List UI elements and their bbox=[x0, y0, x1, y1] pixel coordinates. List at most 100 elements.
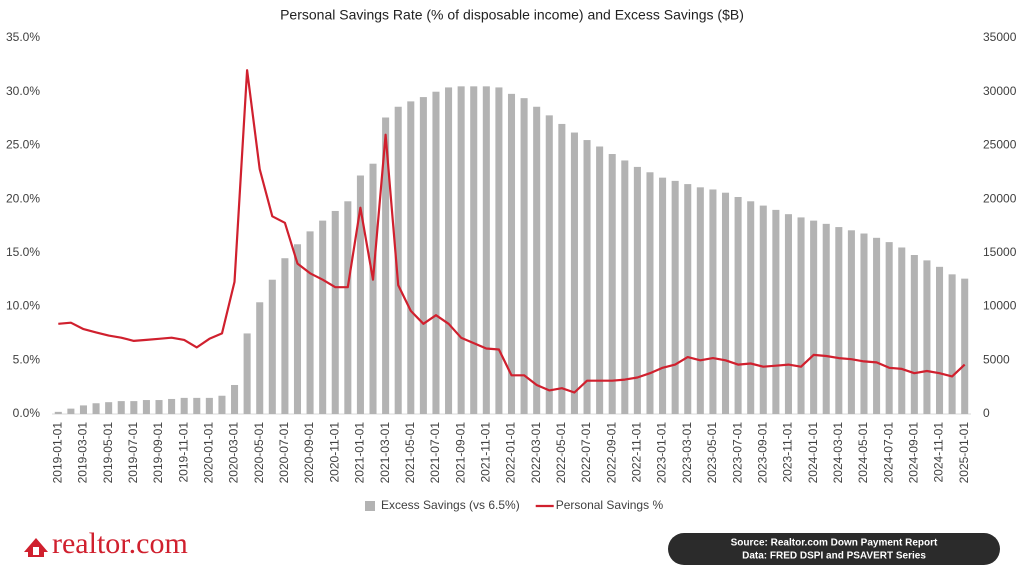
y-tick-label: 25.0% bbox=[6, 138, 40, 152]
bar bbox=[520, 98, 528, 414]
bar bbox=[810, 220, 818, 414]
bar bbox=[268, 279, 276, 414]
bar bbox=[696, 187, 704, 414]
x-tick-label: 2020-09-01 bbox=[302, 422, 316, 484]
bar bbox=[570, 132, 578, 414]
bar bbox=[507, 93, 516, 414]
x-tick-label: 2022-07-01 bbox=[579, 422, 593, 484]
bar bbox=[79, 405, 87, 414]
bar bbox=[281, 258, 289, 414]
bar bbox=[432, 91, 440, 414]
bar bbox=[369, 163, 377, 414]
bar bbox=[885, 242, 893, 414]
y2-tick-label: 0 bbox=[983, 406, 990, 420]
bar bbox=[684, 184, 692, 414]
bar bbox=[218, 395, 226, 414]
bar bbox=[344, 201, 352, 414]
y-tick-label: 15.0% bbox=[6, 245, 40, 259]
x-tick-label: 2022-05-01 bbox=[554, 422, 568, 484]
x-tick-label: 2020-03-01 bbox=[227, 422, 241, 484]
y2-tick-label: 25000 bbox=[983, 138, 1017, 152]
x-tick-label: 2019-01-01 bbox=[50, 422, 64, 484]
x-tick-label: 2023-01-01 bbox=[655, 422, 669, 484]
x-tick-label: 2019-03-01 bbox=[76, 422, 90, 484]
x-tick-label: 2024-05-01 bbox=[856, 422, 870, 484]
y2-tick-label: 30000 bbox=[983, 84, 1017, 98]
bar bbox=[382, 117, 390, 415]
x-tick-label: 2023-05-01 bbox=[705, 422, 719, 484]
bar bbox=[936, 266, 944, 414]
bar bbox=[583, 140, 591, 415]
x-tick-label: 2024-07-01 bbox=[881, 422, 895, 484]
legend-swatch bbox=[365, 501, 375, 511]
bar bbox=[734, 196, 742, 414]
bar bbox=[659, 177, 667, 414]
bar bbox=[533, 106, 541, 415]
logo-text: realtor.com bbox=[52, 527, 188, 560]
y-tick-label: 0.0% bbox=[13, 406, 41, 420]
bar bbox=[709, 189, 717, 414]
x-tick-label: 2019-09-01 bbox=[151, 422, 165, 484]
legend-label: Excess Savings (vs 6.5%) bbox=[381, 498, 520, 512]
x-tick-label: 2021-05-01 bbox=[403, 422, 417, 484]
x-tick-label: 2022-09-01 bbox=[604, 422, 618, 484]
bar bbox=[256, 302, 264, 414]
source-line: Data: FRED DSPI and PSAVERT Series bbox=[742, 551, 926, 562]
bar bbox=[721, 192, 730, 414]
bar bbox=[910, 255, 918, 414]
bar bbox=[860, 233, 868, 414]
x-tick-label: 2022-11-01 bbox=[630, 422, 644, 483]
bar bbox=[105, 402, 113, 414]
y-tick-label: 10.0% bbox=[6, 299, 40, 313]
bar bbox=[243, 333, 251, 414]
bar bbox=[394, 106, 402, 415]
x-tick-label: 2022-01-01 bbox=[504, 422, 518, 484]
bar bbox=[331, 210, 339, 414]
bar bbox=[130, 401, 138, 414]
x-tick-label: 2021-07-01 bbox=[428, 422, 442, 484]
chart-title: Personal Savings Rate (% of disposable i… bbox=[280, 7, 744, 23]
line bbox=[58, 69, 966, 394]
x-tick-label: 2024-01-01 bbox=[806, 422, 820, 484]
bar bbox=[319, 220, 327, 414]
bar bbox=[495, 87, 503, 414]
y2-tick-label: 5000 bbox=[983, 352, 1010, 366]
x-tick-label: 2023-11-01 bbox=[781, 422, 795, 483]
y-tick-label: 35.0% bbox=[6, 30, 40, 44]
bar bbox=[293, 244, 302, 414]
bar bbox=[835, 227, 843, 414]
bar bbox=[142, 400, 150, 414]
bar bbox=[231, 384, 239, 414]
y2-tick-label: 35000 bbox=[983, 30, 1017, 44]
bar bbox=[193, 397, 201, 414]
x-tick-label: 2025-01-01 bbox=[957, 422, 971, 484]
x-tick-label: 2019-07-01 bbox=[126, 422, 140, 484]
x-tick-label: 2024-03-01 bbox=[831, 422, 845, 484]
x-tick-label: 2019-11-01 bbox=[176, 422, 190, 483]
logo-icon bbox=[24, 538, 48, 557]
bar bbox=[482, 86, 490, 414]
bar bbox=[419, 97, 427, 414]
bar bbox=[873, 237, 881, 414]
bar bbox=[633, 166, 641, 414]
bar bbox=[54, 411, 62, 414]
bar bbox=[180, 397, 188, 414]
x-tick-label: 2023-09-01 bbox=[755, 422, 769, 484]
bar bbox=[898, 247, 906, 414]
x-tick-label: 2021-03-01 bbox=[378, 422, 392, 484]
bar bbox=[671, 180, 679, 414]
bar bbox=[407, 101, 415, 414]
x-tick-label: 2021-11-01 bbox=[478, 422, 492, 483]
y2-tick-label: 20000 bbox=[983, 191, 1017, 205]
legend-item: Excess Savings (vs 6.5%) bbox=[365, 498, 520, 512]
y2-tick-label: 10000 bbox=[983, 299, 1017, 313]
bar bbox=[772, 209, 780, 414]
bar bbox=[646, 172, 654, 414]
x-tick-label: 2020-11-01 bbox=[327, 422, 341, 483]
bar bbox=[155, 400, 163, 414]
x-tick-label: 2019-05-01 bbox=[101, 422, 115, 484]
bar bbox=[92, 403, 100, 414]
y2-tick-label: 15000 bbox=[983, 245, 1017, 259]
bar bbox=[784, 214, 792, 414]
x-tick-label: 2023-03-01 bbox=[680, 422, 694, 484]
